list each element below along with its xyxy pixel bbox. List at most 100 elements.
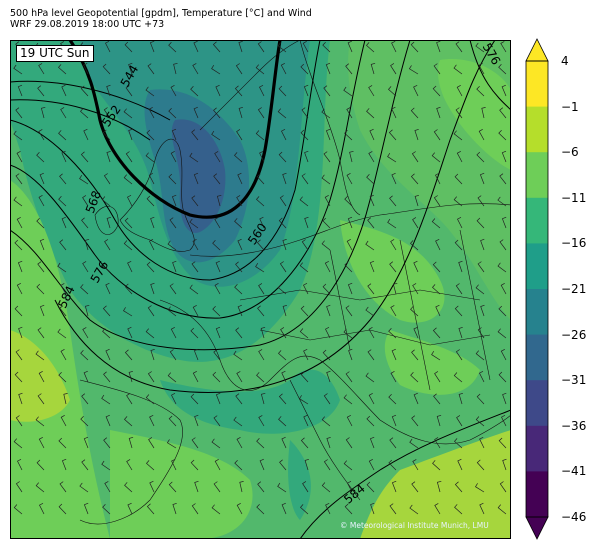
wind-barb	[278, 393, 287, 405]
wind-barb	[59, 481, 67, 493]
wind-barb	[299, 328, 309, 339]
wind-barb	[213, 349, 221, 361]
wind-barb	[390, 63, 397, 75]
wind-barb	[454, 481, 463, 493]
wind-barb	[102, 504, 111, 515]
wind-barb	[260, 392, 266, 405]
colorbar-segment	[526, 380, 548, 427]
wind-barb	[370, 62, 376, 75]
wind-barb	[59, 173, 67, 185]
wind-barb	[128, 128, 133, 141]
wind-barb	[366, 415, 375, 427]
wind-barb	[436, 480, 442, 493]
wind-barb	[192, 370, 199, 383]
wind-barb	[83, 62, 89, 75]
wind-barb	[388, 86, 397, 97]
wind-barb	[106, 216, 111, 229]
wind-barb	[239, 481, 244, 493]
border-line-3	[329, 249, 351, 351]
colorbar-segment	[526, 425, 548, 472]
wind-barb	[325, 128, 331, 141]
wind-barb	[166, 439, 177, 449]
wind-barb	[500, 348, 507, 361]
wind-barb	[14, 371, 23, 383]
wind-barb	[303, 282, 309, 295]
wind-barb	[477, 261, 485, 273]
wind-barb	[343, 460, 353, 471]
wind-barb	[321, 108, 331, 119]
wind-barb	[146, 129, 155, 141]
wind-barb	[366, 42, 375, 53]
wind-barb	[366, 174, 375, 185]
wind-barb	[322, 349, 331, 361]
wind-barb	[347, 216, 353, 229]
wind-barb	[102, 328, 111, 339]
colorbar-tick-label: −1	[561, 99, 579, 114]
wind-barb	[282, 304, 287, 317]
wind-barb	[365, 372, 375, 383]
coastline-iberia	[79, 379, 183, 525]
temp-fill-m1-west	[10, 330, 70, 422]
wind-barbs	[13, 40, 507, 515]
wind-barb	[214, 282, 221, 295]
colorbar-tick-label: −46	[561, 510, 587, 524]
wind-barb	[58, 64, 67, 75]
wind-barb	[280, 62, 287, 75]
wind-barb	[258, 349, 265, 361]
wind-barb	[346, 414, 353, 427]
wind-barb	[257, 107, 265, 119]
colorbar-tick-label: −6	[561, 145, 579, 160]
wind-barb	[453, 64, 463, 75]
contour-576	[10, 40, 411, 351]
wind-barb	[391, 348, 397, 361]
wind-barb	[211, 130, 221, 141]
wind-barb	[389, 437, 397, 449]
wind-barb	[80, 108, 89, 119]
wind-barb	[39, 238, 45, 251]
wind-barb	[124, 416, 133, 427]
wind-barb	[259, 458, 265, 471]
wind-barb	[256, 503, 265, 515]
wind-barb	[61, 458, 67, 471]
wind-barb	[123, 108, 133, 119]
wind-barb	[215, 84, 221, 97]
wind-barb	[18, 392, 23, 405]
wind-barb	[84, 238, 90, 251]
wind-barb	[409, 438, 419, 449]
wind-barb	[15, 349, 23, 361]
wind-barb	[234, 152, 243, 163]
coastline-france-italy	[159, 299, 381, 421]
wind-barb	[347, 40, 353, 53]
wind-barb	[125, 151, 133, 163]
wind-barb	[124, 349, 133, 361]
wind-barb	[103, 173, 111, 185]
wind-barb	[259, 216, 265, 229]
wind-barb	[498, 371, 507, 383]
wind-barb	[366, 481, 375, 493]
wind-barb	[190, 86, 199, 97]
contour-low-1	[10, 80, 171, 121]
wind-barb	[278, 85, 287, 97]
coastline-north-europe	[189, 203, 511, 257]
wind-barb	[16, 150, 23, 163]
wind-barb	[35, 416, 45, 427]
wind-barb	[57, 328, 67, 339]
wind-barb	[170, 150, 177, 163]
wind-barb	[102, 262, 111, 273]
wind-barb	[278, 350, 287, 361]
wind-barb	[326, 436, 331, 449]
wind-barb	[171, 194, 177, 207]
wind-barb	[213, 107, 221, 119]
wind-barb	[455, 283, 463, 295]
wind-barb	[344, 261, 353, 273]
wind-barb	[234, 85, 243, 97]
wind-barb	[480, 238, 485, 251]
wind-barb	[475, 284, 485, 295]
wind-barb	[277, 284, 287, 295]
wind-barb	[81, 217, 89, 229]
wind-barb	[170, 326, 177, 339]
wind-barb	[39, 304, 45, 317]
wind-barb	[38, 129, 45, 141]
wind-barb	[433, 63, 441, 75]
wind-barb	[149, 238, 155, 251]
